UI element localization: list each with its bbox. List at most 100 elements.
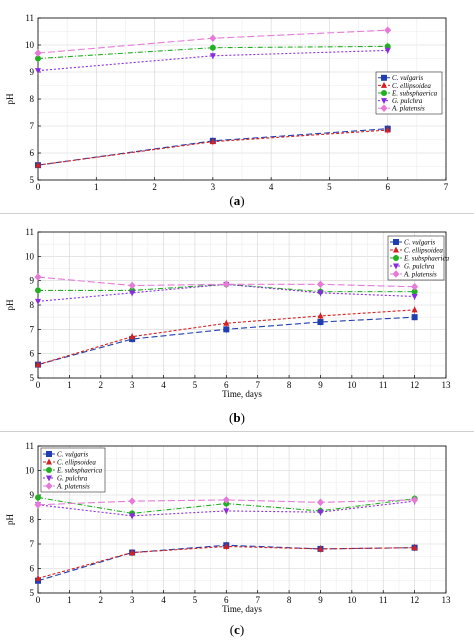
legend-marker [46,451,52,457]
legend-label: G. pulchra [392,97,423,105]
x-tick-label: 9 [318,380,323,390]
legend-marker [381,98,387,105]
chart-panel-b: 5 6 7 8 9 10 11 0 1 2 3 4 5 6 7 8 9 10 11 12 13 Time, days pH C… [0,220,474,410]
chart-panel-c: 5 6 7 8 9 10 11 0 1 2 3 4 5 6 7 8 9 10 11 12 13 Time, days pH C… [0,438,474,620]
x-tick-label: 10 [347,380,357,390]
y-tick-label: 7 [30,324,35,334]
x-tick-label: 1 [67,595,72,605]
y-tick-label: 5 [30,373,35,383]
series-line [37,309,415,366]
x-tick-label: 3 [211,182,216,192]
legend-marker [46,475,52,482]
panel-label-c: (c) [229,622,245,637]
x-axis-label: Time, days [222,604,262,614]
data-point [35,574,41,581]
panel-divider [0,213,474,214]
data-point [223,508,230,515]
y-tick-label: 10 [25,40,35,50]
series-5 [34,496,419,509]
legend-marker [392,270,400,278]
x-tick-label: 5 [193,595,198,605]
data-point [129,513,136,520]
legend-marker [45,482,53,490]
x-tick-label: 13 [442,595,452,605]
data-point [209,53,216,60]
x-axis-label: Time, days [222,389,262,399]
legend-label: C. vulgaris [57,450,88,458]
data-point [35,494,41,501]
legend-marker [393,263,399,270]
x-tick-label: 7 [255,595,260,605]
legend-item: G. pulchra [378,97,423,105]
y-axis-label: pH [5,514,15,526]
x-tick-label: 13 [442,380,452,390]
series-line [37,499,415,506]
y-tick-label: 11 [25,441,34,451]
data-point [35,361,41,368]
data-point [411,293,418,300]
panel-label-b: (b) [229,410,245,425]
legend-marker [380,104,388,112]
legend-label: A. platensis [391,105,425,113]
x-tick-label: 8 [287,380,292,390]
series-line [37,49,388,72]
y-tick-label: 5 [30,175,35,185]
data-point [384,47,391,54]
y-tick-label: 6 [30,564,35,574]
x-tick-label: 1 [94,182,99,192]
legend-label: A. platensis [56,482,90,490]
legend-marker [381,74,387,81]
data-point [411,306,418,313]
data-point [317,509,324,516]
data-point [129,333,136,340]
y-axis-label: pH [5,299,15,311]
chart-a: 5 6 7 8 9 10 11 0 1 2 3 4 5 6 7 Time, days pH C. vulgaris… [5,13,449,192]
legend-marker [393,255,399,261]
data-point [35,68,41,75]
y-tick-label: 9 [30,490,35,500]
data-point [384,26,392,34]
legend-item: A. platensis [43,482,90,490]
y-tick-label: 11 [25,227,34,237]
x-tick-label: 0 [36,182,41,192]
x-tick-label: 6 [224,380,229,390]
tick-labels: 5 6 7 8 9 10 11 0 1 2 3 4 5 6 7 [25,13,449,192]
data-point [128,497,136,505]
x-tick-label: 2 [152,182,157,192]
legend-item: C. vulgaris [378,74,423,82]
x-tick-label: 11 [379,595,388,605]
x-tick-label: 12 [410,595,419,605]
x-tick-label: 3 [130,595,135,605]
data-point [129,290,136,297]
legend-item: C. ellipsoidea [378,82,431,90]
x-tick-label: 4 [161,595,166,605]
series-line [37,45,388,60]
x-tick-label: 7 [444,182,449,192]
data-point [317,312,324,319]
legend-marker [393,239,399,245]
data-point [223,326,230,333]
data-point [223,542,230,549]
data-point [222,496,230,504]
x-tick-label: 1 [67,380,72,390]
legend-label: G. pulchra [404,262,435,270]
legend-label: E. subsphaerica [56,466,103,474]
legend-item: E. subsphaerica [390,254,450,262]
x-tick-label: 12 [410,380,419,390]
x-tick-label: 5 [193,380,198,390]
x-tick-label: 10 [347,595,357,605]
data-point [209,138,216,145]
x-tick-label: 0 [36,380,41,390]
x-tick-label: 9 [318,595,323,605]
y-tick-label: 8 [30,300,35,310]
data-point [35,55,41,62]
legend-label: E. subsphaerica [391,89,438,97]
data-point [209,44,216,51]
legend-marker [381,90,387,96]
